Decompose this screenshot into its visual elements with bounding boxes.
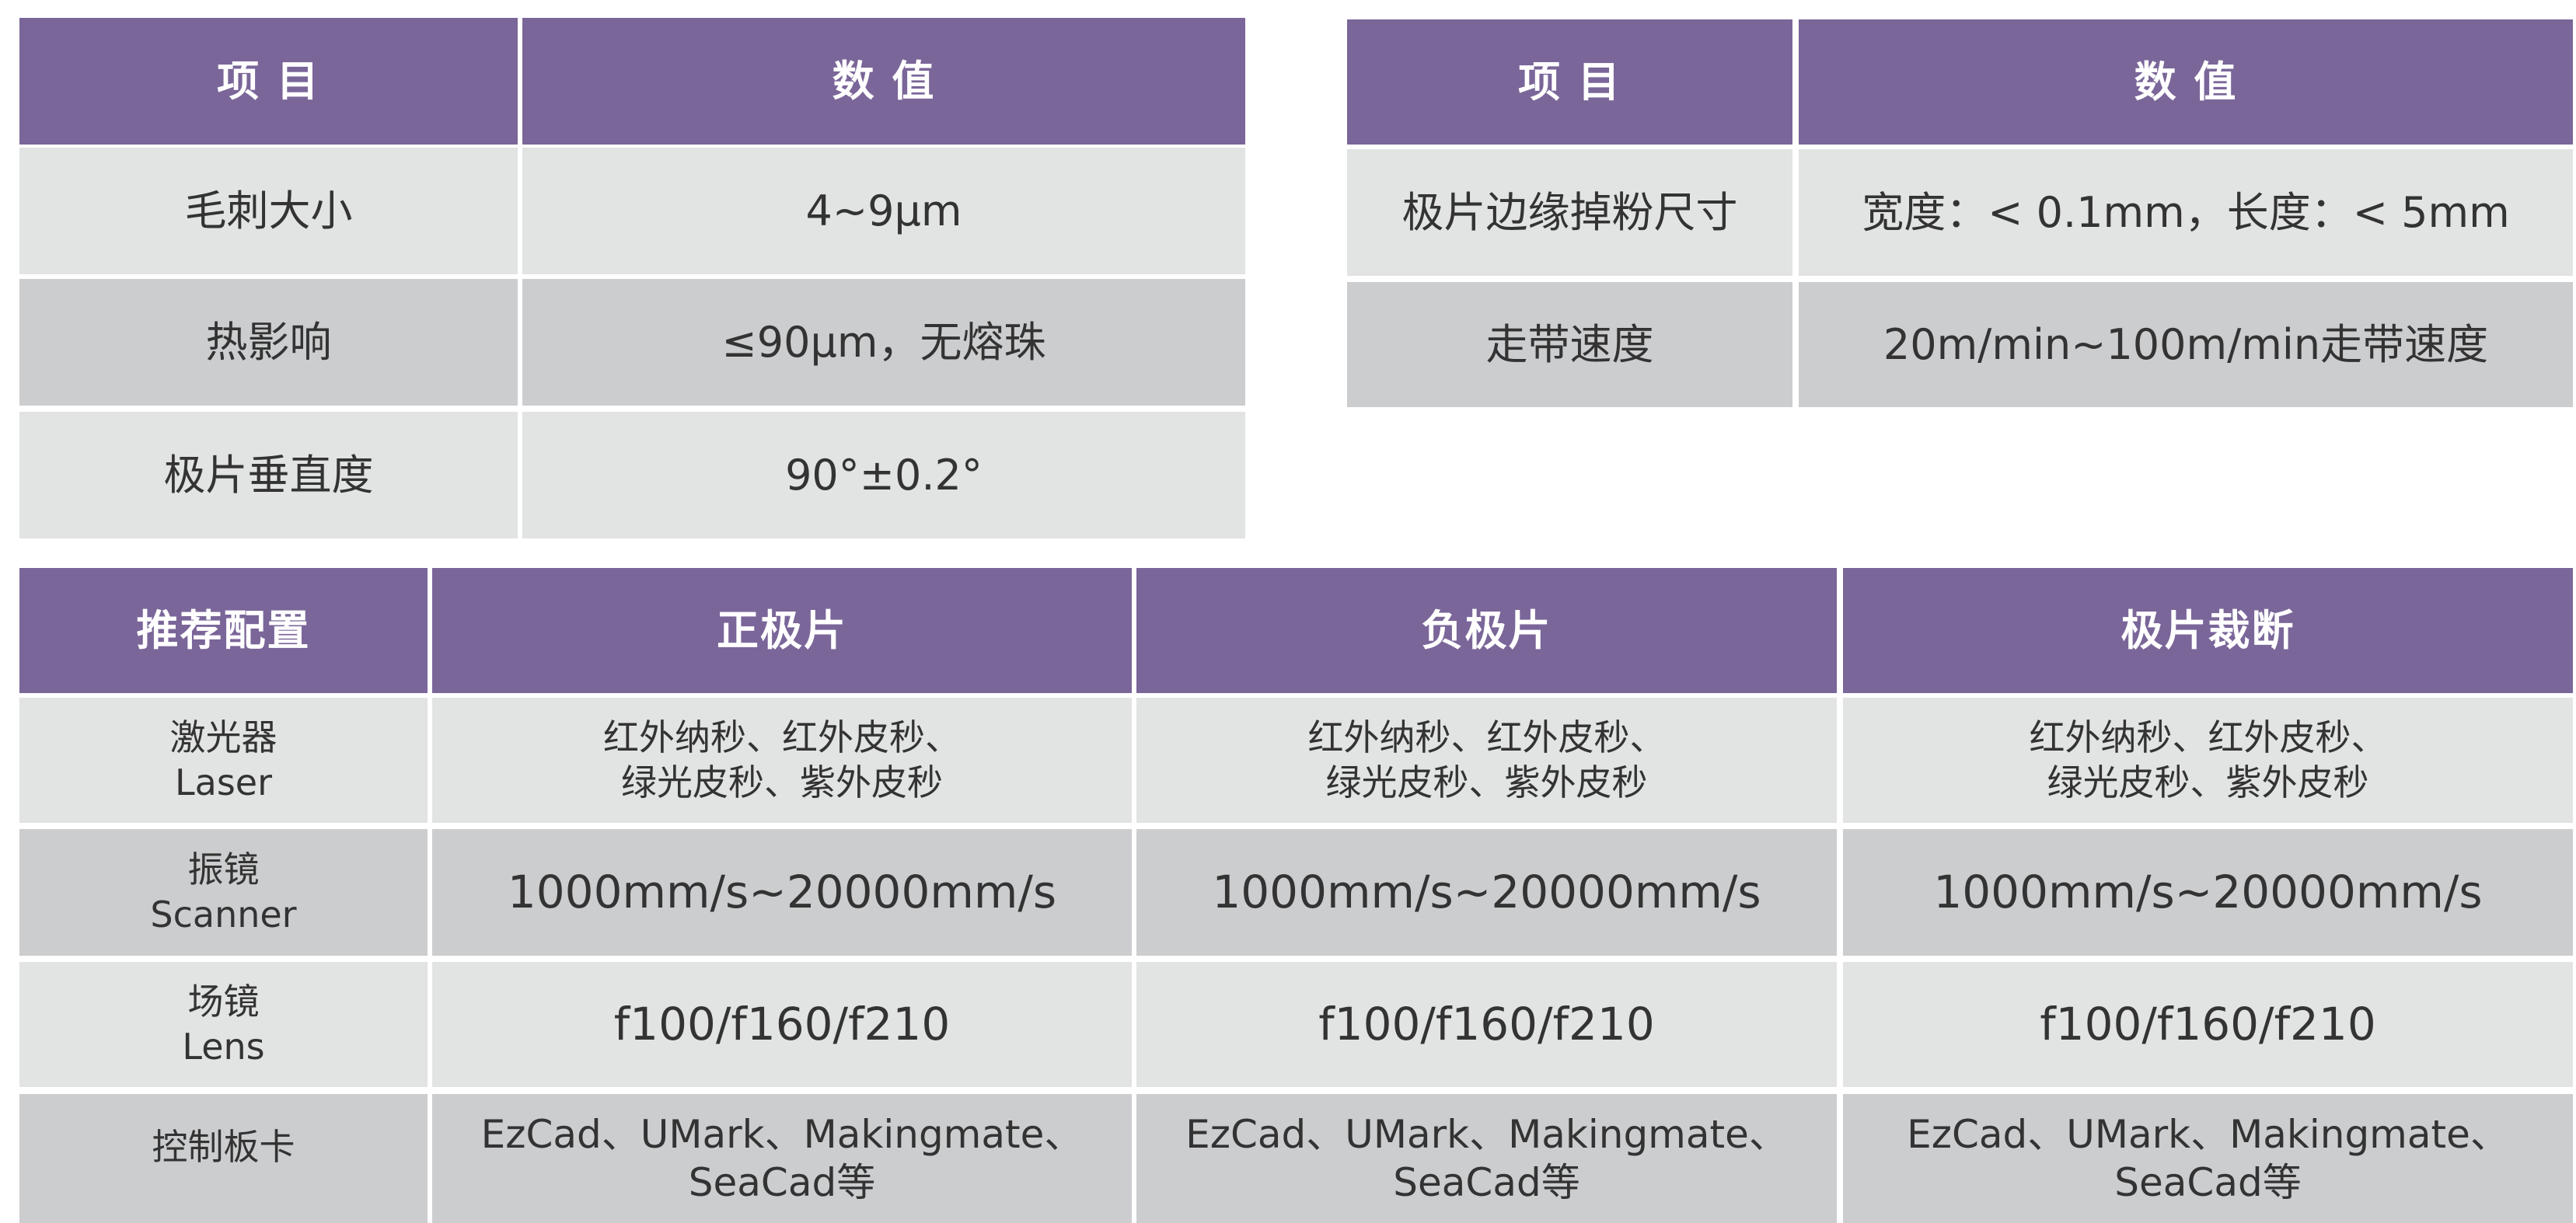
cell-value: 红外纳秒、红外皮秒、 绿光皮秒、紫外皮秒 (1136, 698, 1837, 823)
cell-label: 走带速度 (1347, 282, 1792, 407)
label-en: Lens (182, 1025, 265, 1068)
header-cathode: 正极片 (432, 568, 1132, 693)
line: 绿光皮秒、紫外皮秒 (621, 761, 943, 803)
label-cn: 激光器 (169, 716, 277, 758)
line: 绿光皮秒、紫外皮秒 (1325, 761, 1648, 803)
cell-value: EzCad、UMark、Makingmate、 SeaCad等 (1136, 1094, 1837, 1223)
cell-value: 20m/min~100m/min走带速度 (1799, 282, 2573, 407)
cell-label: 极片边缘掉粉尺寸 (1347, 149, 1792, 276)
cell-value: 4~9μm (522, 148, 1245, 274)
label-cn: 控制板卡 (152, 1126, 295, 1168)
line: EzCad、UMark、Makingmate、 (1907, 1111, 2509, 1157)
header-value: 数 值 (522, 18, 1245, 145)
row-label-scanner: 振镜 Scanner (19, 829, 428, 956)
header-item: 项 目 (19, 18, 518, 145)
cell-value: f100/f160/f210 (432, 962, 1132, 1087)
line: SeaCad等 (1393, 1160, 1580, 1205)
row-label-laser: 激光器 Laser (19, 698, 428, 823)
cell-value: EzCad、UMark、Makingmate、 SeaCad等 (1843, 1094, 2573, 1223)
cell-value: 宽度：< 0.1mm，长度：< 5mm (1799, 149, 2573, 276)
cell-label: 毛刺大小 (19, 148, 518, 274)
cell-value: 1000mm/s~20000mm/s (1136, 829, 1837, 956)
cell-value: ≤90μm，无熔珠 (522, 279, 1245, 406)
header-cutting: 极片裁断 (1843, 568, 2573, 693)
label-cn: 场镜 (187, 981, 260, 1023)
line: 红外纳秒、红外皮秒、 (1307, 716, 1666, 758)
cell-label: 极片垂直度 (19, 412, 518, 538)
line: EzCad、UMark、Makingmate、 (480, 1111, 1084, 1157)
line: SeaCad等 (2114, 1160, 2302, 1205)
header-anode: 负极片 (1136, 568, 1837, 693)
label-en: Scanner (150, 893, 297, 936)
cell-value: EzCad、UMark、Makingmate、 SeaCad等 (432, 1094, 1132, 1223)
header-item: 项 目 (1347, 19, 1792, 145)
cell-value: f100/f160/f210 (1136, 962, 1837, 1087)
label-cn: 振镜 (187, 848, 260, 890)
line: SeaCad等 (688, 1160, 876, 1205)
row-label-control-card: 控制板卡 (19, 1094, 428, 1223)
cell-value: f100/f160/f210 (1843, 962, 2573, 1087)
header-value: 数 值 (1799, 19, 2573, 145)
cell-value: 90°±0.2° (522, 412, 1245, 538)
row-label-lens: 场镜 Lens (19, 962, 428, 1087)
cell-value: 红外纳秒、红外皮秒、 绿光皮秒、紫外皮秒 (1843, 698, 2573, 823)
line: 绿光皮秒、紫外皮秒 (2047, 761, 2369, 803)
cell-value: 红外纳秒、红外皮秒、 绿光皮秒、紫外皮秒 (432, 698, 1132, 823)
cell-value: 1000mm/s~20000mm/s (432, 829, 1132, 956)
cell-label: 热影响 (19, 279, 518, 406)
line: 红外纳秒、红外皮秒、 (2029, 716, 2387, 758)
cell-value: 1000mm/s~20000mm/s (1843, 829, 2573, 956)
line: EzCad、UMark、Makingmate、 (1185, 1111, 1788, 1157)
label-en: Laser (175, 761, 272, 803)
header-config: 推荐配置 (19, 568, 428, 693)
line: 红外纳秒、红外皮秒、 (603, 716, 961, 758)
